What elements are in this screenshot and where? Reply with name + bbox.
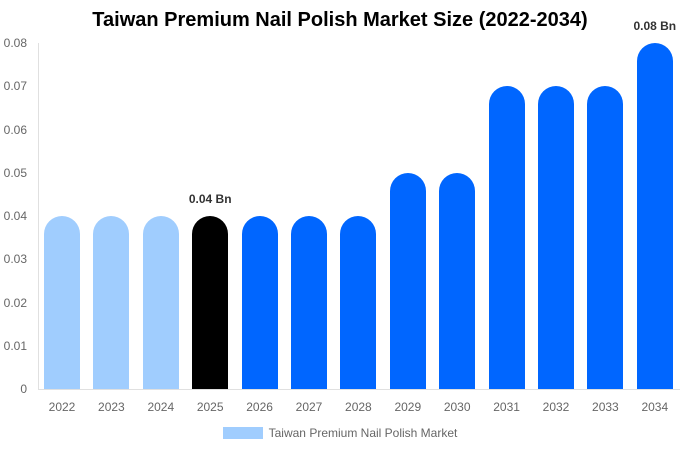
y-axis-line <box>38 43 39 389</box>
x-tick-label: 2032 <box>542 400 570 414</box>
bar-2027[interactable] <box>291 216 327 389</box>
y-tick-label: 0.04 <box>3 209 27 223</box>
y-tick-label: 0 <box>20 382 27 396</box>
x-tick-label: 2031 <box>493 400 520 414</box>
x-tick-label: 2034 <box>641 400 669 414</box>
x-tick-label: 2024 <box>147 400 175 414</box>
chart-title: Taiwan Premium Nail Polish Market Size (… <box>92 9 588 31</box>
bar-2032[interactable] <box>538 86 574 389</box>
data-label: 0.08 Bn <box>633 19 677 33</box>
bar-2025[interactable] <box>192 216 229 389</box>
x-tick-label: 2025 <box>196 400 224 414</box>
bar-2034[interactable] <box>636 43 673 389</box>
bar-2026[interactable] <box>241 216 278 389</box>
x-tick-label: 2033 <box>592 400 619 414</box>
bar-2033[interactable] <box>587 86 624 389</box>
x-tick-label: 2029 <box>394 400 422 414</box>
bar-2022[interactable] <box>44 216 80 389</box>
x-axis-line <box>38 389 680 390</box>
x-tick-label: 2028 <box>345 400 372 414</box>
bar-2024[interactable] <box>142 216 179 389</box>
x-tick-label: 2026 <box>246 400 273 414</box>
y-tick-label: 0.02 <box>3 295 27 310</box>
y-tick-label: 0.08 <box>3 36 27 50</box>
x-tick-label: 2027 <box>295 400 323 414</box>
legend-label: Taiwan Premium Nail Polish Market <box>268 426 458 440</box>
bar-2023[interactable] <box>93 216 130 389</box>
data-label: 0.04 Bn <box>188 192 232 206</box>
legend-swatch <box>222 427 263 439</box>
bar-2029[interactable] <box>389 172 426 389</box>
bar-2028[interactable] <box>340 216 377 389</box>
bar-2031[interactable] <box>488 86 525 389</box>
y-tick-label: 0.06 <box>3 122 27 137</box>
legend[interactable]: Taiwan Premium Nail Polish Market <box>0 426 680 440</box>
y-tick-label: 0.05 <box>3 165 27 180</box>
bar-2030[interactable] <box>439 172 476 389</box>
x-tick-label: 2023 <box>98 400 125 414</box>
y-tick-label: 0.07 <box>3 79 27 94</box>
x-tick-label: 2022 <box>48 400 76 414</box>
x-tick-label: 2030 <box>443 400 471 414</box>
y-tick-label: 0.03 <box>3 252 27 267</box>
y-tick-label: 0.01 <box>3 338 27 353</box>
